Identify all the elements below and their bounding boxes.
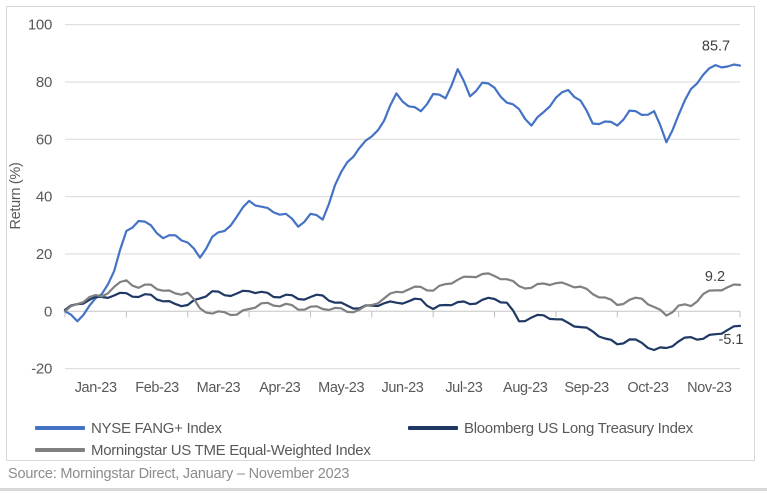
chart-panel-border: [6, 6, 755, 461]
source-attribution: Source: Morningstar Direct, January – No…: [8, 466, 350, 482]
legend-swatch-morningstar-tme-icon: [35, 448, 85, 452]
legend-swatch-bloomberg-treasury-icon: [408, 426, 458, 430]
legend-item-nyse-fang: NYSE FANG+ Index: [35, 419, 222, 437]
bottom-divider: [0, 488, 767, 491]
legend-label-nyse-fang: NYSE FANG+ Index: [91, 419, 222, 437]
legend-swatch-nyse-fang-icon: [35, 426, 85, 430]
legend-label-morningstar-tme: Morningstar US TME Equal-Weighted Index: [91, 441, 371, 459]
legend-item-bloomberg-treasury: Bloomberg US Long Treasury Index: [408, 419, 693, 437]
legend-label-bloomberg-treasury: Bloomberg US Long Treasury Index: [464, 419, 693, 437]
legend-item-morningstar-tme: Morningstar US TME Equal-Weighted Index: [35, 441, 371, 459]
